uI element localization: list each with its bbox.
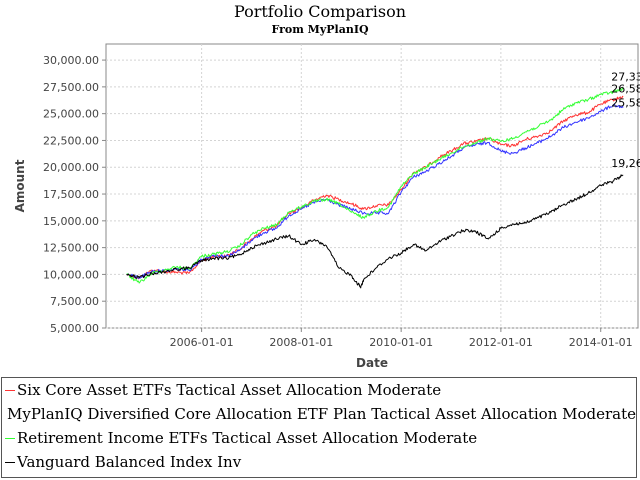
end-value-label: 27,331: [611, 71, 640, 84]
x-axis: 2006-01-01 2008-01-01 2010-01-01 2012-01-01…: [170, 328, 633, 349]
y-tick-label: 5,000.00: [50, 322, 99, 335]
x-axis-label: Date: [356, 356, 388, 370]
end-value-label: 26,586: [611, 83, 640, 96]
y-tick-label: 7,500.00: [50, 295, 99, 308]
y-tick-label: 17,500.00: [43, 188, 99, 201]
legend-swatch: [5, 461, 15, 463]
y-tick-label: 27,500.00: [43, 81, 99, 94]
end-value-label: 25,588: [611, 96, 640, 109]
legend-swatch: [5, 437, 15, 439]
x-tick-label: 2010-01-01: [369, 336, 433, 349]
series-line-3: [126, 174, 624, 289]
series-lines: [126, 87, 624, 289]
x-tick-label: 2008-01-01: [269, 336, 333, 349]
y-tick-label: 20,000.00: [43, 161, 99, 174]
x-tick-label: 2012-01-01: [469, 336, 533, 349]
plot-area: [105, 43, 639, 329]
y-axis: 5,000.00 7,500.00 10,000.00 12,500.00 15,000…: [43, 54, 106, 335]
y-tick-label: 12,500.00: [43, 242, 99, 255]
end-value-label: 19,264: [611, 157, 640, 170]
legend-item: MyPlanIQ Diversified Core Allocation ETF…: [2, 402, 636, 426]
legend-item: Retirement Income ETFs Tactical Asset Al…: [2, 426, 636, 450]
y-axis-label: Amount: [13, 159, 27, 212]
grid: [106, 44, 638, 329]
legend-swatch: [5, 389, 15, 391]
series-line-2: [126, 87, 624, 284]
y-tick-label: 30,000.00: [43, 54, 99, 67]
legend-label: Vanguard Balanced Index Inv: [17, 453, 242, 471]
y-tick-label: 25,000.00: [43, 108, 99, 121]
x-tick-label: 2014-01-01: [569, 336, 633, 349]
y-tick-label: 22,500.00: [43, 134, 99, 147]
legend-item: Six Core Asset ETFs Tactical Asset Alloc…: [2, 378, 636, 402]
legend-label: Retirement Income ETFs Tactical Asset Al…: [17, 429, 478, 447]
legend-label: Six Core Asset ETFs Tactical Asset Alloc…: [17, 381, 442, 399]
chart-title: Portfolio Comparison: [234, 2, 406, 21]
chart-subtitle: From MyPlanIQ: [271, 23, 369, 36]
end-labels: 27,33126,58625,588 19,264: [611, 71, 640, 170]
y-tick-label: 15,000.00: [43, 215, 99, 228]
x-tick-label: 2006-01-01: [170, 336, 234, 349]
chart: Portfolio Comparison From MyPlanIQ 5,000…: [13, 2, 640, 370]
legend-item: Vanguard Balanced Index Inv: [2, 450, 636, 474]
legend-label: MyPlanIQ Diversified Core Allocation ETF…: [7, 405, 637, 423]
series-line-1: [126, 103, 624, 279]
legend: Six Core Asset ETFs Tactical Asset Alloc…: [1, 377, 637, 478]
y-tick-label: 10,000.00: [43, 268, 99, 281]
